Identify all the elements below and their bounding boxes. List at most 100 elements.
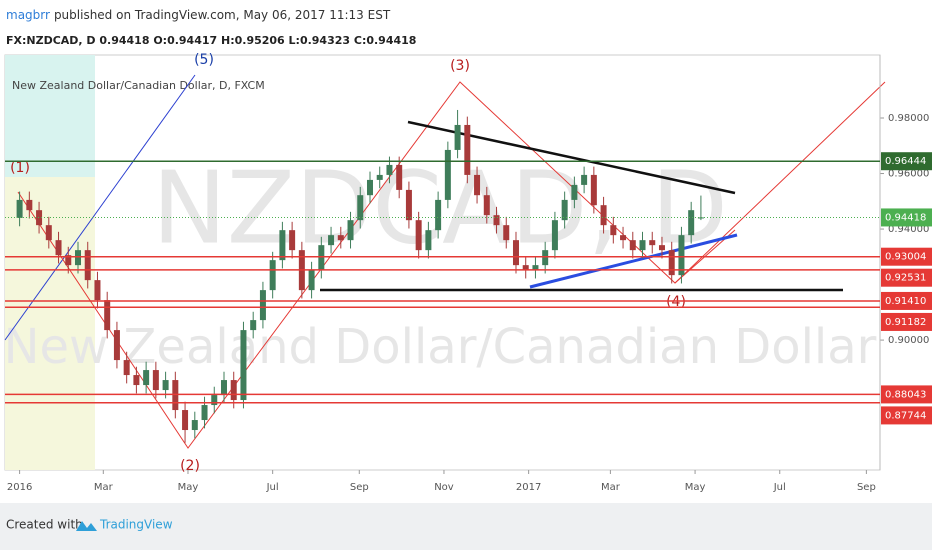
x-tick-label: Jul <box>266 482 279 493</box>
wave-label: (4) <box>666 294 686 310</box>
candle-body <box>639 240 646 251</box>
zone-top <box>5 55 95 177</box>
candle-body <box>571 184 578 200</box>
level-label: 0.87744 <box>885 410 926 421</box>
footer-created: Created with <box>6 518 83 532</box>
candle-body <box>211 395 218 406</box>
candle-body <box>65 255 72 266</box>
candle-body <box>454 124 461 150</box>
last-price-tag <box>881 208 932 227</box>
candle-body <box>55 240 62 256</box>
candle-body <box>425 230 432 251</box>
candle-body <box>386 164 393 175</box>
candle-body <box>493 215 500 226</box>
candle-body <box>483 195 490 216</box>
header-line: magbrr published on TradingView.com, May … <box>6 8 391 22</box>
candle-body <box>620 235 627 241</box>
candle-body <box>143 370 150 386</box>
candle-body <box>152 370 159 391</box>
candle-body <box>240 330 247 401</box>
candle-body <box>435 199 442 231</box>
level-label: 0.93004 <box>885 252 926 263</box>
candle-body <box>337 235 344 241</box>
quote: FX:NZDCAD, D 0.94418 O:0.94417 H:0.95206… <box>6 34 416 47</box>
candle-body <box>269 260 276 291</box>
candle-body <box>133 375 140 386</box>
candle-body <box>581 174 588 185</box>
candle-body <box>629 240 636 251</box>
candle-body <box>396 164 403 190</box>
wave-label: (5) <box>194 52 214 68</box>
x-tick-label: May <box>178 482 199 493</box>
candle-body <box>678 235 685 276</box>
candle-body <box>94 280 101 301</box>
y-tick-label: 0.98000 <box>888 113 929 124</box>
candle-body <box>688 210 695 236</box>
level-tag <box>881 152 932 171</box>
candle-body <box>503 225 510 241</box>
level-label: 0.91182 <box>885 317 926 328</box>
drawing <box>407 120 736 195</box>
published: published on TradingView.com, May 06, 20… <box>54 8 391 22</box>
candle-body <box>74 250 81 266</box>
candle-body <box>610 225 617 236</box>
candle-body <box>16 199 23 218</box>
candle-body <box>289 230 296 251</box>
level-label: 0.92531 <box>885 273 926 284</box>
level-tag <box>881 406 932 425</box>
candle-body <box>250 320 257 331</box>
watermark-sub: New Zealand Dollar/Canadian Dollar <box>4 319 877 375</box>
candle-body <box>191 420 198 431</box>
candle-body <box>512 240 519 266</box>
candle-body <box>279 230 286 261</box>
candle-body <box>649 240 656 246</box>
candle-body <box>113 330 120 361</box>
candle-body <box>328 235 335 246</box>
y-tick-label: 0.90000 <box>888 335 929 346</box>
candle-body <box>668 250 675 276</box>
candle-body <box>415 220 422 251</box>
wave-label: (1) <box>10 160 30 176</box>
y-tick-label: 0.94000 <box>888 224 929 235</box>
candle-body <box>318 245 325 271</box>
x-tick-label: May <box>685 482 706 493</box>
level-tag <box>881 291 932 310</box>
level-tag <box>881 268 932 287</box>
candle-body <box>376 174 383 180</box>
level-label: 0.96444 <box>885 156 926 167</box>
candle-body <box>220 380 227 396</box>
level-label: 0.91410 <box>885 296 926 307</box>
candle-body <box>474 174 481 196</box>
drawing <box>17 81 886 449</box>
candle-body <box>45 225 52 241</box>
x-tick-label: Sep <box>857 482 876 493</box>
candle-body <box>123 360 130 376</box>
candle-body <box>366 179 373 196</box>
plot-bg <box>4 54 881 471</box>
candle-body <box>162 380 169 391</box>
candle-body <box>405 189 412 221</box>
level-tag <box>881 385 932 404</box>
candle-body <box>522 265 529 271</box>
x-tick-label: Mar <box>601 482 621 493</box>
candle-body <box>697 217 704 219</box>
header-bg <box>0 0 932 55</box>
candle-body <box>308 270 315 291</box>
candle-body <box>551 220 558 251</box>
level-label: 0.88043 <box>885 389 926 400</box>
legend: New Zealand Dollar/Canadian Dollar, D, F… <box>12 79 265 92</box>
candle-body <box>600 205 607 226</box>
candle-body <box>542 250 549 266</box>
footer-brand[interactable]: TradingView <box>99 518 173 532</box>
x-tick-label: Jul <box>773 482 786 493</box>
candle-body <box>26 199 33 211</box>
candle-body <box>590 174 597 206</box>
drawing <box>4 74 196 341</box>
candle-body <box>259 290 266 321</box>
candle-body <box>230 380 237 401</box>
last-price-label: 0.94418 <box>885 212 926 223</box>
drawing <box>529 233 738 289</box>
candle-body <box>532 265 539 271</box>
author[interactable]: magbrr <box>6 8 50 22</box>
